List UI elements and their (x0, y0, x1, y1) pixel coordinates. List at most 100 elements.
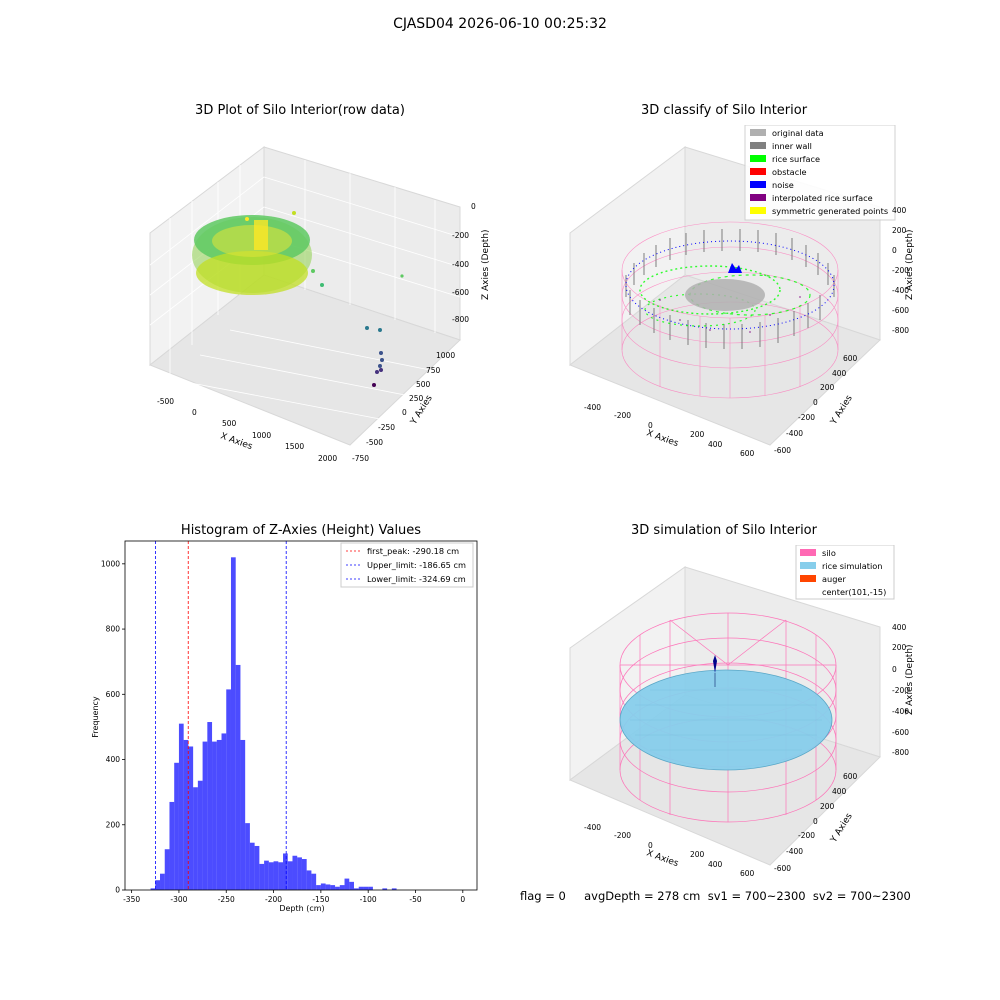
classify-ztick: -600 (892, 306, 909, 315)
legend-swatch-rice-surface (750, 155, 766, 162)
raw-ytick: 0 (402, 408, 407, 417)
legend-label: original data (772, 128, 824, 138)
classify-ytick: 0 (813, 398, 818, 407)
legend-swatch-rice-simulation (800, 562, 816, 569)
histogram-bar (160, 873, 165, 890)
histogram-bar (301, 859, 307, 890)
histogram-bar (202, 741, 208, 890)
raw-ytick: -500 (366, 438, 383, 447)
raw-zlabel: Z Axies (Depth) (481, 229, 490, 300)
legend-swatch-inner-wall (750, 142, 766, 149)
classify-xtick: 0 (648, 421, 653, 430)
y-tick-label: 0 (115, 886, 120, 895)
raw-ztick: -200 (452, 231, 469, 240)
simulation-ytick: 0 (813, 817, 818, 826)
histogram-bar (164, 849, 170, 890)
histogram-bar (254, 845, 260, 890)
simulation-ztick: 200 (892, 643, 907, 652)
x-tick-label: -300 (170, 895, 187, 904)
histogram-bar (292, 855, 298, 890)
simulation-ztick: -800 (892, 748, 909, 757)
raw-ytick: -250 (378, 423, 395, 432)
y-tick-label: 400 (106, 755, 121, 764)
histogram-bar (268, 862, 274, 890)
y-tick-label: 200 (106, 820, 121, 829)
histogram-legend: first_peak: -290.18 cm Upper_limit: -186… (340, 542, 474, 588)
x-tick-label: -200 (265, 895, 282, 904)
classify-3d-plot: original data inner wall rice surface ob… (569, 125, 915, 458)
classify-xtick: -200 (614, 411, 631, 420)
simulation-ytick: 600 (843, 772, 858, 781)
simulation-ztick: -400 (892, 707, 909, 716)
legend-label: symmetric generated points (772, 206, 888, 216)
classify-ztick: -800 (892, 326, 909, 335)
x-tick-label: -50 (409, 895, 421, 904)
histogram-bar (221, 733, 227, 890)
legend-label: interpolated rice surface (772, 193, 873, 203)
histogram-title: Histogram of Z-Axies (Height) Values (180, 523, 422, 538)
histogram-bar (353, 888, 359, 890)
histogram-bar (245, 823, 250, 890)
simulation-xlabel: X Axies (645, 848, 680, 869)
histogram-xlabel: Depth (cm) (279, 904, 324, 913)
simulation-xtick: 0 (648, 841, 653, 850)
histogram-bar (174, 762, 179, 890)
histogram-bar (339, 885, 345, 890)
histogram-bar (273, 861, 279, 890)
classify-xtick: 200 (690, 430, 705, 439)
legend-swatch-original-data (750, 129, 766, 136)
simulation-ytick: 200 (820, 802, 835, 811)
simulation-ztick: 0 (892, 665, 897, 674)
simulation-ztick: -600 (892, 728, 909, 737)
histogram-bar (297, 857, 302, 890)
histogram-bar (193, 787, 198, 890)
histogram-bar (320, 883, 326, 890)
histogram-bar (382, 888, 388, 890)
raw-ztick: -800 (452, 315, 469, 324)
histogram-bar (188, 746, 194, 890)
histogram-bar (155, 880, 161, 890)
histogram-bar (278, 862, 284, 890)
classify-ztick: 0 (892, 246, 897, 255)
classify-ztick: -400 (892, 286, 909, 295)
y-tick-label: 600 (106, 690, 121, 699)
raw-xtick: 0 (192, 408, 197, 417)
legend-label: silo (822, 548, 836, 558)
raw-plot-title: 3D Plot of Silo Interior(row data) (195, 103, 405, 118)
legend-label: rice surface (772, 154, 820, 164)
raw-ztick: -400 (452, 260, 469, 269)
legend-swatch-interpolated (750, 194, 766, 201)
simulation-xtick: 400 (708, 860, 723, 869)
classify-xtick: 600 (740, 449, 755, 458)
simulation-ytick: -200 (798, 831, 815, 840)
simulation-xtick: -200 (614, 831, 631, 840)
classify-ytick: -200 (798, 413, 815, 422)
simulation-ztick: 400 (892, 623, 907, 632)
classify-ytick: 400 (832, 369, 847, 378)
classify-ztick: -200 (892, 266, 909, 275)
legend-swatch-symmetric (750, 207, 766, 214)
status-readout: flag = 0 avgDepth = 278 cm sv1 = 700~230… (520, 889, 911, 903)
classify-ztick: 400 (892, 206, 907, 215)
simulation-plot-title: 3D simulation of Silo Interior (631, 523, 817, 538)
figure-title: CJASD04 2026-06-10 00:25:32 (393, 16, 607, 32)
simulation-ytick: -400 (786, 847, 803, 856)
simulation-xtick: -400 (584, 823, 601, 832)
classify-zlabel: Z Axies (Depth) (905, 229, 915, 300)
x-tick-label: 0 (460, 895, 465, 904)
histogram-bar (311, 873, 317, 890)
classify-ytick: -400 (786, 429, 803, 438)
raw-ytick: 750 (426, 366, 441, 375)
legend-label: center(101,-15) (822, 587, 886, 597)
raw-xtick: 1500 (285, 442, 304, 451)
histogram-bar (349, 881, 354, 890)
histogram-bar (287, 861, 293, 890)
y-tick-label: 800 (106, 625, 121, 634)
simulation-ytick: 400 (832, 787, 847, 796)
raw-ytick: 1000 (436, 351, 455, 360)
x-tick-label: -100 (360, 895, 377, 904)
x-tick-label: -350 (123, 895, 140, 904)
legend-lower-limit: Lower_limit: -324.69 cm (367, 574, 466, 584)
simulation-ytick: -600 (774, 864, 791, 873)
raw-xtick: 2000 (318, 454, 337, 463)
